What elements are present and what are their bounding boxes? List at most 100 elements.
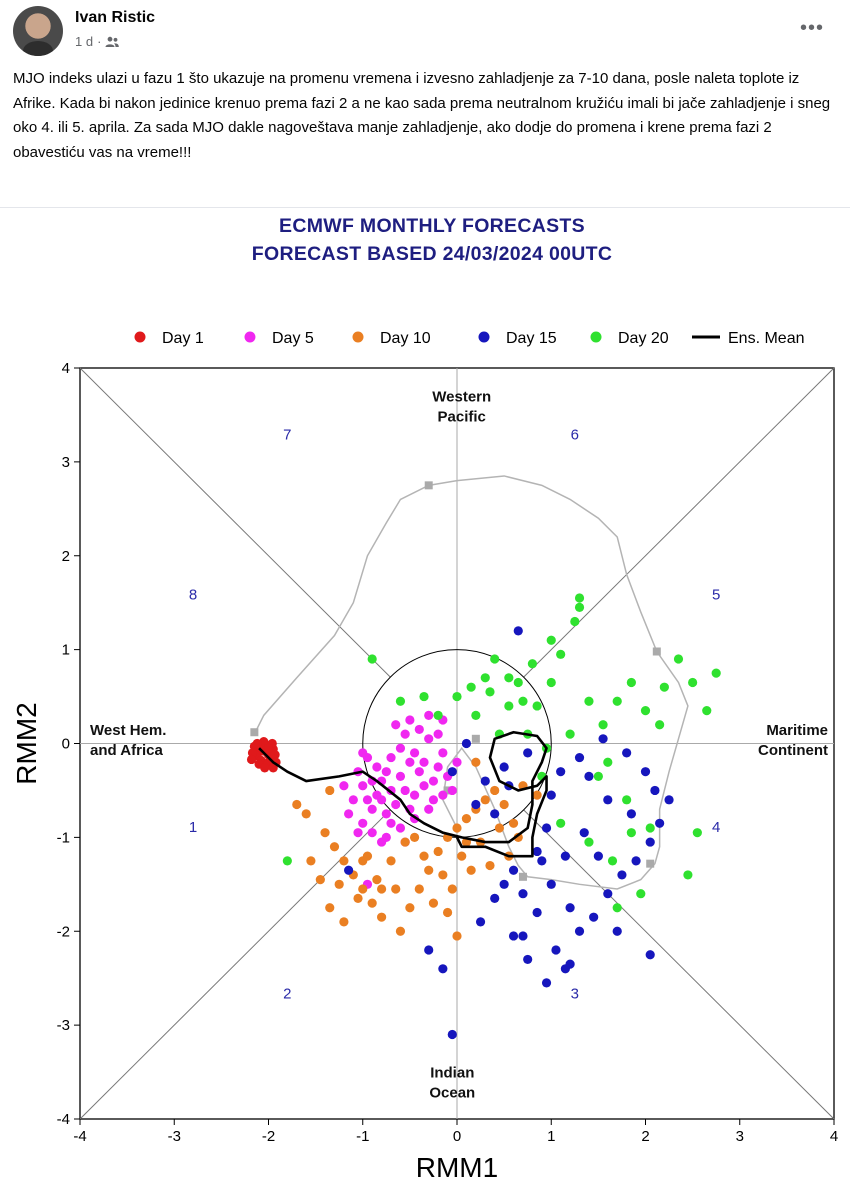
- trace-marker: [424, 481, 433, 490]
- point-day20: [452, 691, 462, 702]
- point-day20: [395, 696, 406, 706]
- point-day10: [457, 851, 467, 861]
- point-day10: [447, 884, 457, 894]
- legend-swatch-day1: [134, 331, 146, 343]
- post-time[interactable]: 1 d: [75, 34, 94, 49]
- point-day10: [339, 917, 349, 927]
- point-day10: [490, 785, 500, 796]
- legend-label-day1: Day 1: [162, 330, 204, 347]
- divider: [0, 207, 850, 208]
- avatar[interactable]: [13, 6, 63, 56]
- y-axis-label: RMM2: [11, 702, 42, 784]
- point-day15: [471, 799, 481, 810]
- point-day10: [339, 856, 349, 866]
- post-meta: 1 d ·: [75, 34, 120, 49]
- point-day20: [584, 696, 594, 706]
- more-options-icon[interactable]: •••: [800, 17, 825, 39]
- point-day15: [447, 767, 457, 777]
- point-day10: [377, 912, 387, 922]
- point-day10: [452, 931, 462, 941]
- point-day10: [400, 837, 410, 847]
- phase-label-8: 8: [189, 586, 197, 603]
- point-day5: [447, 785, 457, 796]
- point-day15: [645, 950, 655, 960]
- region-label-bottom: Indian: [430, 1064, 474, 1081]
- point-day10: [433, 846, 443, 857]
- post-header: Ivan Ristic 1 d · •••: [0, 0, 850, 62]
- point-day20: [367, 654, 377, 664]
- point-day15: [424, 945, 434, 955]
- point-day15: [546, 790, 556, 800]
- point-day5: [405, 715, 415, 725]
- point-day10: [405, 903, 415, 913]
- point-day10: [329, 842, 340, 852]
- point-day15: [541, 978, 552, 988]
- legend-swatch-day15: [478, 331, 490, 343]
- point-day15: [523, 954, 533, 965]
- point-day5: [344, 809, 354, 819]
- point-day1: [263, 743, 274, 753]
- point-day10: [391, 884, 401, 894]
- point-day10: [461, 814, 472, 824]
- point-day5: [452, 757, 462, 767]
- point-day5: [428, 776, 439, 786]
- legend-label-day5: Day 5: [272, 330, 314, 347]
- legend-label-day10: Day 10: [380, 330, 431, 347]
- point-day20: [282, 856, 292, 866]
- point-day15: [475, 917, 486, 927]
- x-tick-label: 2: [641, 1128, 649, 1145]
- point-day20: [471, 710, 481, 720]
- point-day20: [570, 616, 580, 627]
- legend-swatch-day10: [352, 331, 364, 343]
- x-tick-label: 0: [453, 1128, 461, 1145]
- point-day20: [711, 668, 721, 678]
- region-label-left: West Hem.: [90, 722, 166, 739]
- point-day10: [325, 903, 335, 913]
- point-day10: [424, 865, 434, 875]
- point-day15: [598, 734, 608, 744]
- point-day15: [579, 828, 589, 838]
- point-day15: [603, 795, 613, 805]
- point-day20: [612, 696, 622, 706]
- phase-diagonal: [79, 809, 391, 1120]
- point-day5: [414, 767, 424, 777]
- point-day15: [584, 771, 594, 781]
- point-day20: [645, 823, 655, 833]
- point-day20: [607, 856, 618, 866]
- point-day15: [622, 748, 632, 758]
- point-day5: [414, 724, 424, 735]
- point-day5: [424, 804, 434, 814]
- point-day10: [452, 823, 462, 833]
- point-day5: [367, 804, 377, 814]
- point-day15: [490, 809, 500, 819]
- point-day20: [504, 673, 514, 683]
- point-day15: [499, 879, 509, 889]
- region-label-right: Maritime: [766, 722, 828, 739]
- phase-label-3: 3: [571, 985, 579, 1002]
- point-day15: [640, 767, 651, 777]
- x-tick-label: 3: [736, 1128, 744, 1145]
- trace-marker: [646, 859, 655, 868]
- point-day20: [574, 602, 585, 612]
- point-day20: [556, 649, 566, 659]
- point-day20: [640, 706, 651, 716]
- trace-marker: [443, 786, 452, 795]
- point-day15: [565, 959, 575, 969]
- point-day10: [471, 757, 481, 767]
- point-day10: [508, 818, 519, 828]
- point-day15: [574, 752, 585, 763]
- point-day10: [414, 884, 424, 894]
- point-day10: [301, 809, 311, 819]
- point-day5: [358, 818, 368, 828]
- point-day20: [546, 677, 556, 688]
- point-day15: [593, 851, 603, 861]
- legend-label-mean: Ens. Mean: [728, 330, 804, 347]
- point-day15: [612, 926, 622, 936]
- point-day20: [574, 593, 585, 603]
- point-day20: [593, 771, 603, 781]
- point-day10: [367, 898, 377, 908]
- point-day20: [659, 682, 669, 692]
- author-name[interactable]: Ivan Ristic: [75, 9, 156, 26]
- point-day10: [395, 926, 406, 936]
- point-day5: [428, 795, 439, 805]
